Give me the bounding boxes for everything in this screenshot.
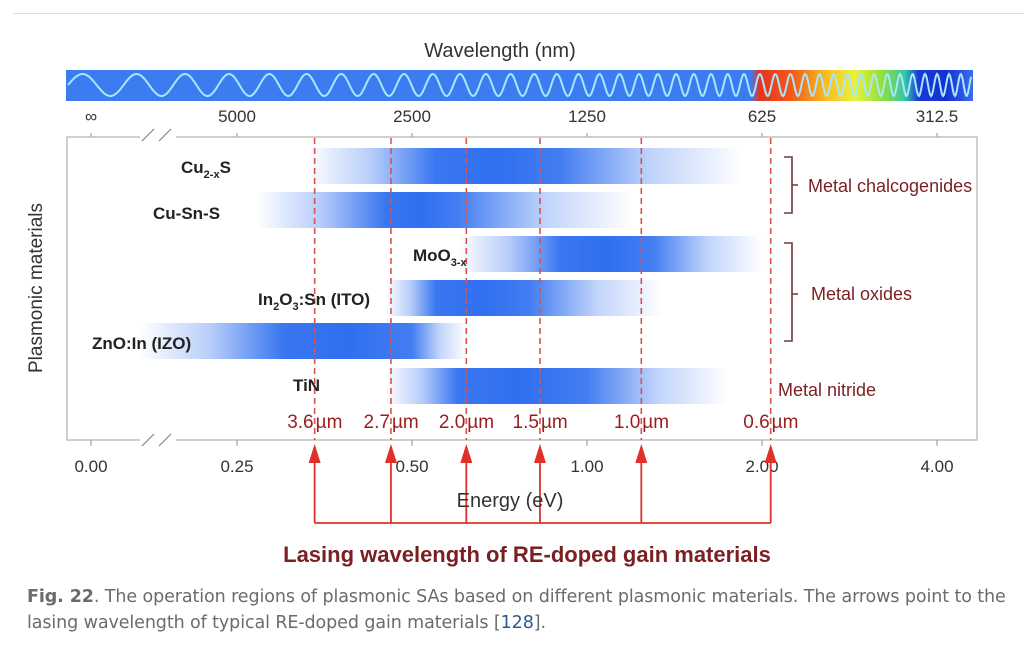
- material-label-moo3x: MoO3-x: [413, 246, 468, 269]
- top-divider: [13, 13, 1024, 14]
- bottom-tick-label: 0.50: [395, 457, 428, 476]
- material-band: [385, 280, 663, 316]
- lasing-arrows: [308, 444, 777, 524]
- lasing-label-value: 2.0: [439, 412, 465, 433]
- lasing-label-unit: µm: [316, 412, 343, 433]
- material-label-cusns: Cu-Sn-S: [153, 204, 220, 223]
- lasing-label-unit: µm: [541, 412, 568, 433]
- lasing-label-value: 1.5: [513, 412, 539, 433]
- top-tick-label: 1250: [568, 107, 606, 126]
- material-bands: [139, 148, 762, 404]
- material-label-ito: In2O3:Sn (ITO): [258, 290, 370, 313]
- group-label-chalcogenides: Metal chalcogenides: [808, 176, 972, 196]
- caption-fig-label: Fig. 22: [27, 587, 94, 607]
- material-band: [385, 368, 729, 404]
- top-axis-title: Wavelength (nm): [424, 40, 576, 62]
- lasing-label-unit: µm: [772, 412, 799, 433]
- lasing-arrowhead: [764, 444, 777, 463]
- top-tick-label: 5000: [218, 107, 256, 126]
- material-band: [256, 192, 634, 228]
- lasing-arrowhead: [533, 444, 546, 463]
- figure-caption: Fig. 22. The operation regions of plasmo…: [27, 584, 1007, 636]
- bottom-tick-label: 0.25: [220, 457, 253, 476]
- lasing-arrowhead: [635, 444, 648, 463]
- lasing-label-unit: µm: [392, 412, 419, 433]
- group-label-nitride: Metal nitride: [778, 380, 876, 400]
- bottom-tick-label: 1.00: [570, 457, 603, 476]
- material-band: [307, 148, 743, 184]
- lasing-label-unit: µm: [467, 412, 494, 433]
- y-axis-title: Plasmonic materials: [26, 203, 47, 373]
- bottom-tick-label: 0.00: [74, 457, 107, 476]
- bottom-axis-title: Energy (eV): [457, 490, 564, 512]
- top-axis-ticks: ∞ 5000 2500 1250 625 312.5: [85, 107, 958, 139]
- spectrum-wave: [67, 72, 972, 98]
- lasing-label-value: 0.6: [743, 412, 769, 433]
- lasing-dashed-lines: [313, 138, 772, 440]
- lasing-label-value: 1.0: [614, 412, 640, 433]
- caption-text: . The operation regions of plasmonic SAs…: [27, 587, 1006, 633]
- lasing-arrowhead: [460, 444, 473, 463]
- group-label-oxides: Metal oxides: [811, 284, 912, 304]
- lasing-arrowhead: [384, 444, 397, 463]
- lasing-label-value: 3.6: [287, 412, 313, 433]
- material-labels: Cu2-xS Cu-Sn-S MoO3-x In2O3:Sn (ITO) ZnO…: [92, 158, 468, 395]
- top-tick-label: 625: [748, 107, 776, 126]
- caption-text-end: ].: [533, 613, 546, 633]
- lasing-arrowhead: [308, 444, 321, 463]
- material-label-izo: ZnO:In (IZO): [92, 334, 191, 353]
- group-brackets: [784, 156, 798, 342]
- material-label-tin: TiN: [293, 376, 320, 395]
- top-tick-label: 2500: [393, 107, 431, 126]
- top-axis-break: [140, 128, 176, 142]
- bracket-oxides: [784, 242, 798, 342]
- top-tick-label: ∞: [85, 107, 97, 126]
- bottom-tick-label: 4.00: [920, 457, 953, 476]
- caption-ref-link[interactable]: 128: [500, 613, 534, 633]
- material-label-cu2xs: Cu2-xS: [181, 158, 231, 181]
- lasing-annotation: Lasing wavelength of RE-doped gain mater…: [283, 542, 771, 567]
- lasing-label-value: 2.7: [364, 412, 390, 433]
- top-tick-label: 312.5: [916, 107, 959, 126]
- bracket-chalcogenides: [784, 156, 798, 214]
- bottom-axis-ticks: 0.00 0.25 0.50 1.00 2.00 4.00: [74, 440, 954, 476]
- material-band: [458, 236, 762, 272]
- bottom-axis-break: [140, 433, 176, 447]
- lasing-label-unit: µm: [642, 412, 669, 433]
- lasing-labels: 3.6 µm 2.7 µm 2.0 µm 1.5 µm 1.0 µm 0.6 µm: [287, 412, 798, 433]
- figure-chart: Wavelength (nm) ∞ 5000 2500 1250 625 312.5 Cu…: [26, 40, 978, 567]
- material-band: [139, 323, 467, 359]
